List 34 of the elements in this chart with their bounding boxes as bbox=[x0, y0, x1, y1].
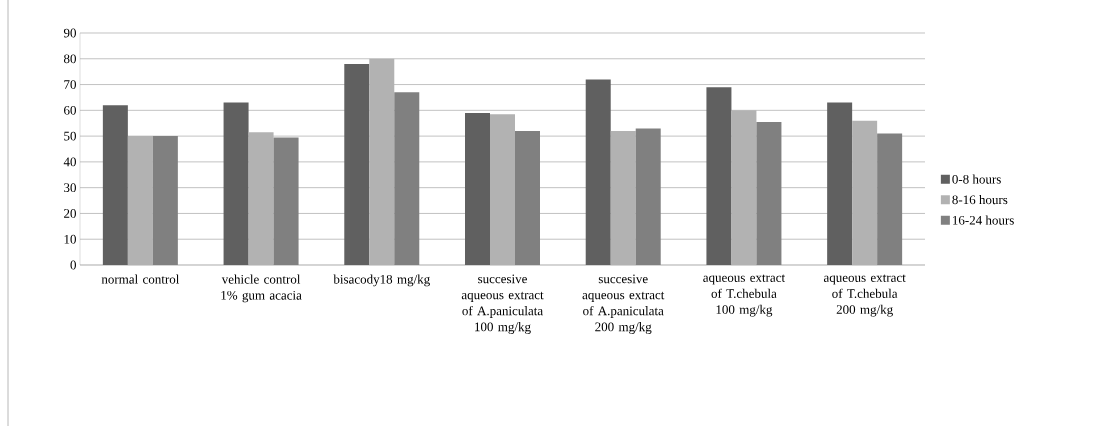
legend-label: 8-16 hours bbox=[952, 195, 1008, 205]
y-tick-label: 50 bbox=[64, 131, 76, 141]
x-tick-label: aqueous extract of T.chebula 100 mg/kg bbox=[703, 274, 785, 317]
x-tick-label: succesive aqueous extract of A.paniculata 100 mg/kg bbox=[461, 274, 544, 334]
x-tick-label: aqueous extract of T.chebula 200 mg/kg bbox=[823, 274, 906, 317]
x-tick-label: vehicle control 1% gum acacia bbox=[221, 274, 302, 303]
y-tick-label: 80 bbox=[63, 54, 76, 64]
y-tick-label: 10 bbox=[64, 234, 76, 244]
legend-label: 16-24 hours bbox=[953, 215, 1014, 225]
bar bbox=[273, 137, 299, 265]
bar bbox=[706, 87, 732, 265]
legend-label: 0-8 hours bbox=[952, 174, 1001, 184]
x-tick-label: succesive aqueous extract of A.paniculata 200 mg/kg bbox=[582, 274, 665, 334]
x-tick-label: bisacody18 mg/kg bbox=[333, 274, 430, 287]
bar bbox=[877, 133, 903, 265]
bar bbox=[515, 130, 540, 265]
x-tick-label: normal control bbox=[101, 274, 180, 284]
bar bbox=[223, 102, 249, 265]
y-tick-label: 40 bbox=[63, 157, 76, 167]
bar bbox=[344, 63, 370, 265]
y-tick-label: 20 bbox=[64, 209, 76, 218]
bar bbox=[465, 112, 490, 265]
y-tick-label: 0 bbox=[70, 260, 76, 270]
y-tick-label: 90 bbox=[63, 28, 76, 38]
y-tick-label: 70 bbox=[64, 80, 76, 89]
bar bbox=[394, 92, 420, 265]
bar bbox=[585, 79, 611, 265]
y-tick-label: 60 bbox=[64, 105, 76, 115]
y-tick-label: 30 bbox=[64, 183, 76, 193]
bar bbox=[152, 136, 178, 265]
bar bbox=[102, 105, 128, 265]
bar bbox=[635, 128, 661, 265]
bar bbox=[756, 121, 782, 265]
bar bbox=[827, 102, 853, 265]
